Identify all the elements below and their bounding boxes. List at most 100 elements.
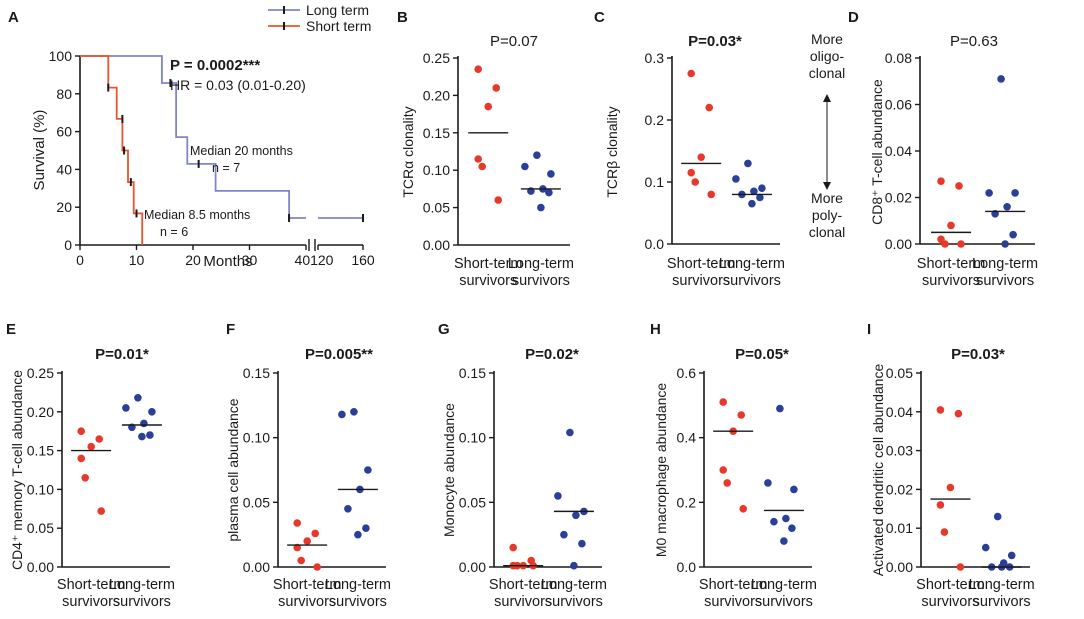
panel-i-dot-plot: 0.00 0.01 0.02 0.03 0.04 0.05 P=0.03* Activated… [870, 346, 1035, 610]
long-term-point [790, 485, 798, 494]
short-term-point [687, 168, 695, 177]
dot-plot-y-label: Activated dendritic cell abundance [870, 364, 886, 577]
dot-plot-y-tick-label: 0.00 [459, 559, 486, 575]
dot-plot-y-tick-label: 0.25 [423, 50, 450, 66]
panel-g-dot-plot: 0.00 0.05 0.10 0.15 P=0.02* Monocyte abundanc… [441, 346, 607, 610]
dot-plot-y-tick-label: 0.04 [885, 143, 912, 159]
dot-plot-p-value: P=0.005** [305, 346, 373, 363]
short-term-point [478, 162, 487, 171]
long-term-point [146, 431, 154, 439]
survival-x-tick-label: 10 [129, 252, 145, 268]
dot-plot-y-tick-label: 0.1 [645, 174, 665, 190]
panel-label-a: A [8, 9, 19, 26]
median-long-term-label: Median 20 months [190, 144, 293, 158]
category-label-line2: survivors [545, 594, 603, 610]
dot-plot-y-tick-label: 0.10 [423, 162, 450, 178]
dot-plot-y-tick-label: 0.05 [886, 365, 913, 381]
survival-x-tick-label: 160 [351, 252, 375, 268]
long-term-point [756, 193, 764, 202]
short-term-point [97, 507, 105, 515]
short-term-point [484, 102, 493, 111]
long-term-point [537, 203, 545, 212]
long-term-point [1009, 230, 1017, 239]
long-term-point [140, 419, 148, 428]
short-term-survival-curve [80, 55, 144, 245]
short-term-point [955, 182, 963, 190]
survival-y-tick-label: 100 [49, 48, 73, 64]
dot-plot-y-tick-label: 0.4 [677, 430, 697, 446]
long-term-point [560, 530, 568, 539]
long-term-point [770, 517, 778, 526]
panel-e-dot-plot: 0.00 0.05 0.10 0.15 0.20 0.25 P=0.01* CD4⁺ memo… [9, 346, 175, 610]
long-term-point [354, 530, 362, 539]
short-term-point [697, 153, 705, 161]
panel-label-c: C [594, 9, 605, 26]
category-label-line2: survivors [755, 594, 813, 610]
long-term-point [981, 543, 990, 552]
dot-plot-p-value: P=0.03* [951, 346, 1005, 363]
short-term-point [957, 240, 965, 248]
long-term-point [732, 175, 740, 183]
category-label-line1: Short-term [699, 577, 768, 593]
dot-plot-y-tick-label: 0.02 [885, 190, 912, 206]
category-label-line2: survivors [976, 273, 1034, 289]
short-term-point [936, 406, 945, 414]
category-label-line2: survivors [329, 594, 387, 610]
short-term-point [87, 442, 95, 451]
survival-y-tick-label: 20 [56, 199, 72, 215]
long-term-point [362, 524, 370, 532]
dot-plot-p-value: P=0.05* [735, 346, 789, 363]
survival-y-label: Survival (%) [31, 110, 48, 191]
short-term-point [303, 537, 312, 545]
long-term-point [748, 199, 756, 208]
category-label-line2: survivors [973, 594, 1031, 610]
category-label-line1: Long-term [541, 577, 607, 593]
dot-plot-y-tick-label: 0.03 [886, 443, 913, 459]
dot-plot-y-tick-label: 0.0 [677, 559, 697, 575]
annotation-arrow-head-down [823, 182, 831, 190]
dot-plot-y-tick-label: 0.05 [459, 494, 486, 510]
survival-x-tick-label-break: 40120 [295, 252, 334, 268]
dot-plot-y-tick-label: 0.20 [423, 87, 450, 103]
dot-plot-y-tick-label: 0.2 [677, 494, 697, 510]
dot-plot-y-tick-label: 0.2 [645, 112, 665, 128]
long-term-point [997, 75, 1005, 83]
dot-plot-y-label: TCRα clonality [400, 106, 416, 197]
category-label-line2: survivors [704, 594, 762, 610]
dot-plot-y-tick-label: 0.00 [243, 559, 270, 575]
short-term-point [77, 454, 85, 463]
dot-plot-y-tick-label: 0.15 [459, 365, 486, 381]
category-label-line1: Long-term [325, 577, 391, 593]
long-term-point [338, 410, 346, 419]
short-term-point [95, 435, 103, 443]
long-term-point [570, 561, 578, 570]
dot-plot-y-tick-label: 0.06 [885, 97, 912, 113]
short-term-point [691, 178, 699, 186]
long-term-point [545, 188, 553, 197]
long-term-point [344, 505, 352, 513]
dot-plot-p-value: P=0.03* [688, 33, 742, 50]
survival-p-value: P = 0.0002*** [170, 57, 260, 74]
annotation-top-line: More [811, 31, 843, 47]
survival-y-tick-label: 40 [56, 161, 72, 177]
panel-label-f: F [226, 321, 235, 338]
panel-d-dot-plot: 0.00 0.02 0.04 0.06 0.08 P=0.63 CD8⁺ T-cell ab… [869, 33, 1038, 289]
dot-plot-y-tick-label: 0.20 [27, 404, 54, 420]
short-term-point [956, 563, 965, 571]
short-term-point [474, 65, 483, 73]
dot-plot-y-tick-label: 0.01 [886, 520, 913, 536]
long-term-point [566, 428, 574, 437]
long-term-survival-curve [80, 55, 306, 219]
dot-plot-p-value: P=0.02* [525, 346, 579, 363]
category-label-line1: Short-term [454, 256, 523, 272]
dot-plot-y-tick-label: 0.05 [423, 200, 450, 216]
short-term-point [311, 529, 320, 538]
panel-label-b: B [397, 9, 408, 26]
category-label-line2: survivors [278, 594, 336, 610]
dot-plot-y-label: CD4⁺ memory T-cell abundance [9, 370, 25, 570]
panel-c-dot-plot: 0.0 0.1 0.2 0.3 P=0.03* TCRβ clonality Short-t… [604, 31, 845, 289]
legend-label: Long term [306, 2, 369, 18]
dot-plot-y-tick-label: 0.05 [243, 494, 270, 510]
long-term-point [750, 187, 758, 196]
